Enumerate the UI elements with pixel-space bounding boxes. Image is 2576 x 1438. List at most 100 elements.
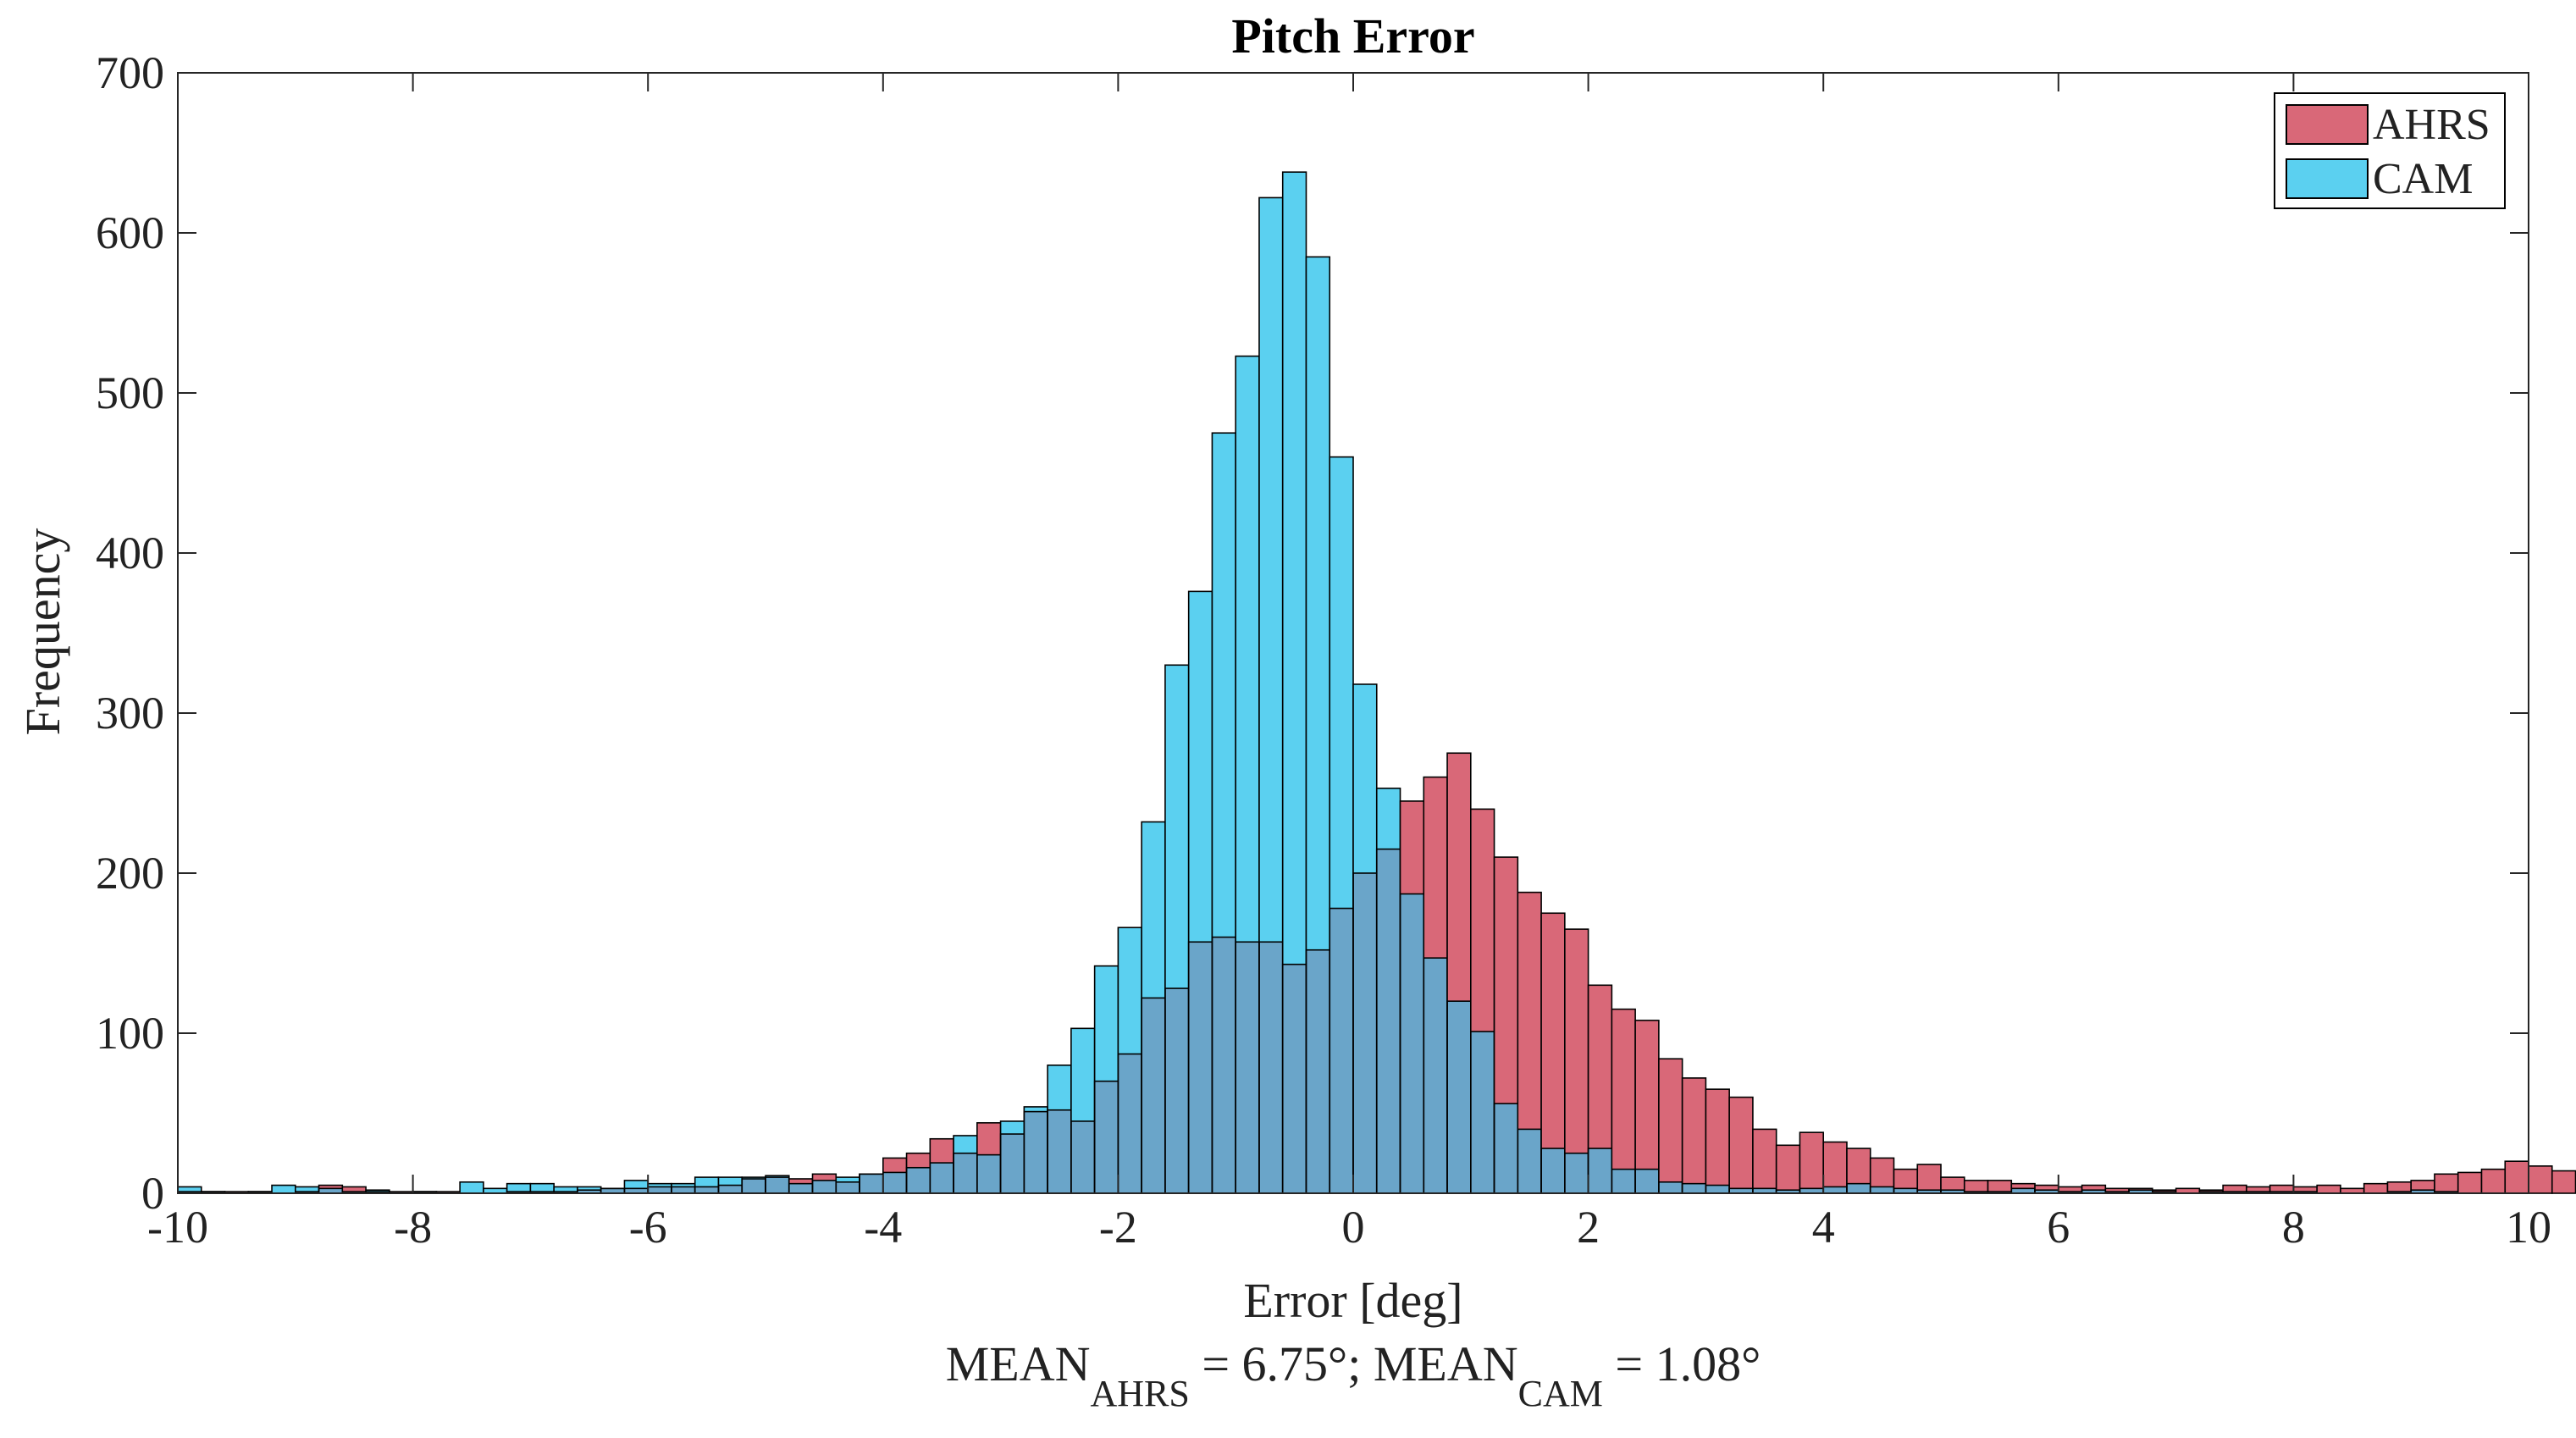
bar-ahrs-excess-84 [2152,1190,2176,1192]
bar-cam-excess-50 [1353,683,1377,873]
bar-ahrs-excess-83 [2129,1188,2153,1191]
bar-overlap-34 [976,1154,1001,1193]
bar-ahrs-excess-86 [2199,1190,2224,1192]
bar-ahrs-excess-66 [1729,1097,1753,1189]
bar-cam-excess-14 [506,1183,531,1192]
bar-ahrs-excess-68 [1776,1145,1800,1191]
bar-overlap-26 [788,1183,813,1193]
bar-overlap-47 [1282,964,1307,1193]
bar-cam-excess-39 [1094,965,1119,1081]
bar-ahrs-excess-89 [2269,1185,2294,1192]
bar-cam-excess-21 [671,1183,695,1187]
bar-ahrs-excess-88 [2246,1186,2270,1192]
y-tick-label-2: 200 [96,848,164,899]
bar-overlap-53 [1423,958,1448,1193]
x-tick-label-10: 10 [2506,1202,2551,1253]
bar-cam-excess-20 [648,1183,672,1187]
bar-cam-excess-48 [1306,257,1330,950]
bar-ahrs-excess-64 [1682,1077,1706,1184]
bar-ahrs-excess-70 [1823,1142,1847,1187]
x-tick-label-3: -4 [864,1202,902,1253]
bar-overlap-6 [318,1188,343,1193]
bar-cam-excess-37 [1048,1065,1071,1110]
bar-ahrs-excess-96 [2434,1174,2458,1192]
bar-overlap-30 [882,1172,907,1193]
bar-cam-excess-43 [1188,591,1213,943]
bar-ahrs-excess-80 [2058,1186,2082,1192]
mean-cam-subscript: CAM [1518,1373,1603,1414]
bar-overlap-18 [600,1188,625,1193]
bar-overlap-57 [1517,1129,1542,1193]
bar-cam-excess-38 [1070,1028,1095,1121]
bar-overlap-39 [1094,1081,1119,1193]
bar-ahrs-excess-60 [1588,985,1612,1149]
bar-ahrs-excess-85 [2175,1188,2200,1193]
bar-cam-excess-12 [460,1181,484,1193]
bar-ahrs-excess-99 [2505,1161,2529,1193]
bar-ahrs-excess-81 [2081,1185,2106,1191]
bar-cam-excess-41 [1142,821,1165,998]
bar-cam-excess-33 [954,1135,977,1153]
bar-cam-excess-17 [577,1186,601,1191]
bar-overlap-79 [2035,1190,2059,1193]
bar-overlap-95 [2411,1190,2435,1193]
bar-ahrs-excess-98 [2481,1169,2506,1193]
bar-ahrs-excess-56 [1494,857,1518,1104]
bar-overlap-72 [1870,1186,1894,1193]
y-tick-label-1: 100 [96,1008,164,1059]
bar-cam-excess-47 [1282,172,1307,965]
bar-ahrs-excess-75 [1941,1177,1965,1191]
bar-overlap-55 [1470,1031,1495,1193]
bar-overlap-78 [2011,1188,2036,1193]
bar-overlap-48 [1306,949,1330,1193]
bar-cam-excess-49 [1329,456,1353,909]
bar-overlap-20 [648,1186,672,1193]
legend: AHRS CAM [2274,92,2506,209]
bar-overlap-44 [1212,937,1236,1193]
bar-overlap-31 [906,1167,931,1193]
bar-cam-excess-46 [1258,197,1283,943]
bar-overlap-70 [1823,1186,1847,1193]
mean-ahrs-subscript: AHRS [1090,1373,1189,1414]
bar-cam-excess-19 [624,1180,649,1189]
y-tick-label-7: 700 [96,47,164,98]
bar-overlap-75 [1941,1190,1965,1193]
legend-swatch-ahrs [2286,104,2369,145]
bar-cam-excess-51 [1376,788,1401,849]
y-tick-label-5: 500 [96,368,164,418]
bar-cam-excess-28 [836,1177,860,1182]
y-tick-label-6: 600 [96,207,164,258]
bar-overlap-65 [1705,1185,1730,1193]
bar-overlap-61 [1611,1169,1636,1193]
bar-ahrs-excess-71 [1846,1148,1871,1184]
bar-overlap-59 [1564,1153,1589,1193]
bar-cam-excess-35 [1000,1120,1025,1135]
bar-overlap-60 [1588,1148,1612,1193]
bar-cam-excess-24 [742,1177,766,1179]
y-axis-label: Frequency [15,528,70,736]
bar-ahrs-excess-57 [1517,892,1542,1130]
bar-cam-excess-22 [694,1177,719,1187]
bar-ahrs-excess-76 [1964,1180,1988,1192]
bar-ahrs-excess-62 [1635,1020,1659,1170]
bar-cam-excess-13 [483,1188,507,1193]
x-tick-label-5: 0 [1342,1202,1365,1253]
bar-overlap-41 [1142,998,1165,1193]
legend-label-cam: CAM [2373,155,2473,203]
bar-ahrs-excess-87 [2223,1185,2247,1192]
bar-cam-excess-15 [530,1183,555,1192]
bar-overlap-40 [1118,1054,1142,1193]
chart-title: Pitch Error [1231,8,1474,64]
bar-ahrs-excess-65 [1705,1089,1730,1186]
x-tick-label-6: 2 [1577,1202,1600,1253]
bar-ahrs-excess-101 [2551,1170,2576,1193]
legend-swatch-cam [2286,158,2369,199]
bar-overlap-33 [954,1153,977,1193]
bar-cam-excess-42 [1164,665,1189,989]
bar-overlap-45 [1235,942,1259,1193]
bar-overlap-63 [1658,1181,1683,1193]
bar-ahrs-excess-79 [2035,1185,2059,1191]
bar-overlap-74 [1917,1190,1941,1193]
